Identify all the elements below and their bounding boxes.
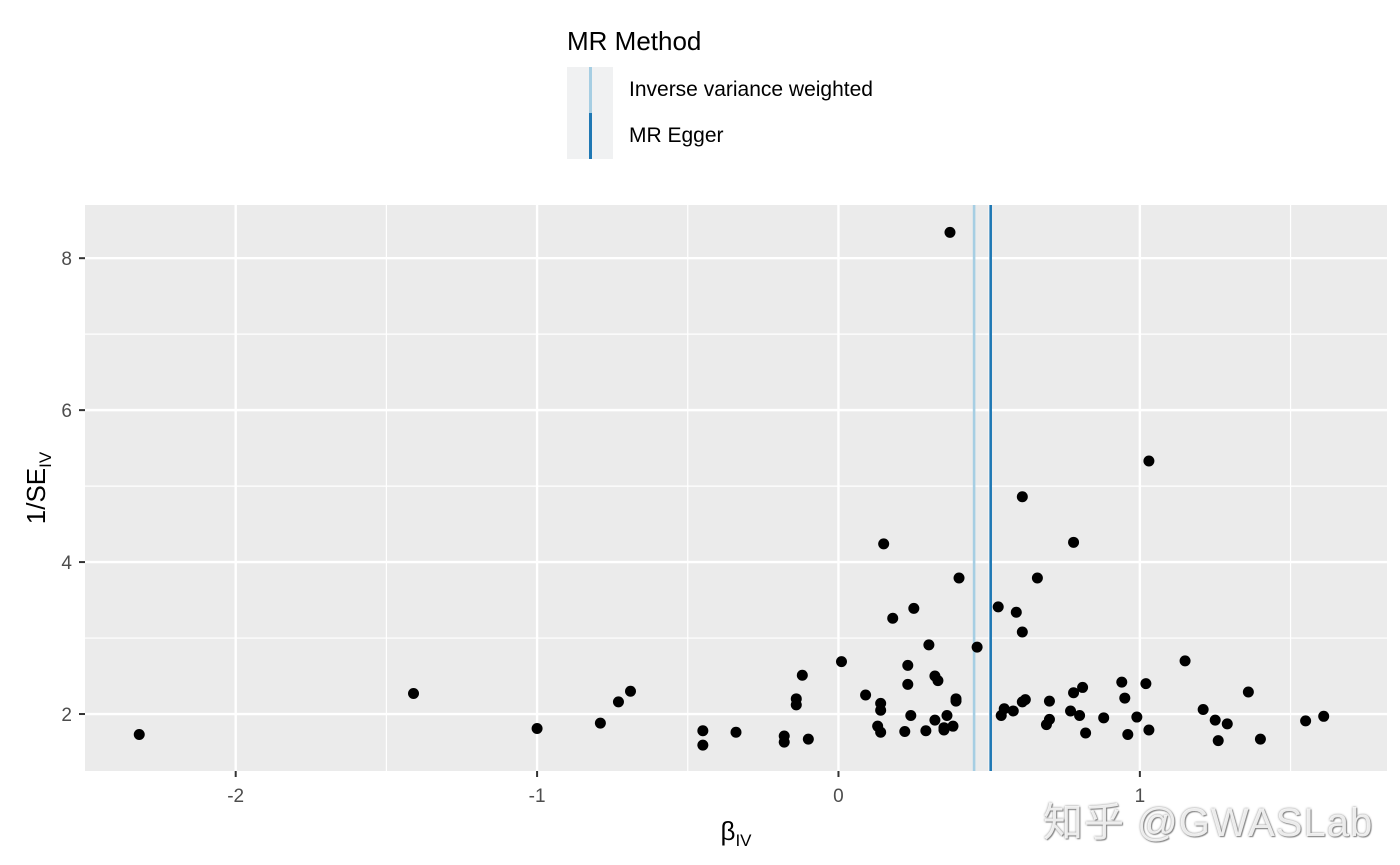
- x-tick-label: -1: [529, 786, 546, 807]
- data-point: [1179, 655, 1191, 667]
- data-point: [1318, 710, 1330, 722]
- data-point: [905, 710, 917, 722]
- data-point: [1143, 724, 1155, 736]
- data-point: [1254, 733, 1266, 745]
- data-point: [1016, 626, 1028, 638]
- data-point: [1140, 678, 1152, 690]
- x-tick-label: 0: [833, 786, 844, 807]
- y-tick-label: 6: [61, 401, 72, 422]
- data-point: [932, 675, 944, 687]
- data-point: [778, 736, 790, 748]
- data-point: [1043, 695, 1055, 707]
- data-point: [594, 717, 606, 729]
- y-tick-label: 8: [61, 249, 72, 270]
- data-point: [625, 685, 637, 697]
- data-point: [941, 710, 953, 722]
- data-point: [1010, 606, 1022, 618]
- data-point: [1221, 718, 1233, 730]
- data-point: [1068, 687, 1080, 699]
- legend: MR Method Inverse variance weighted MR E…: [567, 26, 873, 159]
- data-point: [929, 714, 941, 726]
- data-point: [875, 704, 887, 716]
- data-point: [953, 572, 965, 584]
- data-point: [902, 659, 914, 671]
- data-point: [697, 725, 709, 737]
- data-point: [899, 725, 911, 737]
- data-point: [1212, 735, 1224, 747]
- data-point: [697, 739, 709, 751]
- data-point: [950, 693, 962, 705]
- x-tick-label: -2: [227, 786, 244, 807]
- data-point: [1080, 727, 1092, 739]
- data-point: [612, 696, 624, 708]
- data-point: [944, 226, 956, 238]
- data-point: [920, 725, 932, 737]
- data-point: [860, 689, 872, 701]
- data-point: [1077, 681, 1089, 693]
- x-tick-label: 1: [1135, 786, 1146, 807]
- data-point: [875, 726, 887, 738]
- data-point: [1068, 536, 1080, 548]
- data-point: [878, 538, 890, 550]
- data-point: [1242, 686, 1254, 698]
- data-point: [1098, 712, 1110, 724]
- data-point: [1197, 703, 1209, 715]
- data-point: [938, 724, 950, 736]
- data-point: [887, 612, 899, 624]
- data-point: [902, 678, 914, 690]
- data-point: [923, 639, 935, 651]
- data-point: [133, 729, 145, 741]
- data-point: [1043, 713, 1055, 725]
- x-axis-title: βIV: [720, 816, 752, 850]
- data-point: [1119, 692, 1131, 704]
- data-point: [1300, 715, 1312, 727]
- legend-key-ivw: [567, 67, 613, 113]
- data-point: [1143, 455, 1155, 467]
- data-point: [1016, 491, 1028, 503]
- data-point: [1074, 710, 1086, 722]
- data-point: [1116, 676, 1128, 688]
- legend-line-mr-egger: [589, 113, 592, 159]
- data-point: [947, 720, 959, 732]
- data-point: [992, 601, 1004, 613]
- data-point: [730, 726, 742, 738]
- plot-panel: [85, 205, 1387, 771]
- legend-item-ivw: Inverse variance weighted: [567, 67, 873, 113]
- data-point: [998, 703, 1010, 715]
- data-point: [408, 688, 420, 700]
- data-point: [908, 602, 920, 614]
- data-point: [1019, 694, 1031, 706]
- watermark: 知乎 @GWASLab: [1043, 801, 1374, 845]
- y-tick-label: 2: [61, 705, 72, 726]
- data-point: [802, 733, 814, 745]
- legend-line-ivw: [589, 67, 592, 113]
- data-point: [796, 669, 808, 681]
- data-point: [1131, 711, 1143, 723]
- y-axis-title: 1/SEIV: [21, 451, 55, 524]
- data-point: [1065, 705, 1077, 717]
- data-point: [971, 641, 983, 653]
- data-point: [1031, 572, 1043, 584]
- legend-key-mr-egger: [567, 113, 613, 159]
- data-point: [1007, 705, 1019, 717]
- data-point: [531, 722, 543, 734]
- data-point: [1122, 729, 1134, 741]
- data-point: [1209, 714, 1221, 726]
- legend-title: MR Method: [567, 26, 702, 56]
- y-tick-label: 4: [61, 553, 72, 574]
- legend-label-mr-egger: MR Egger: [629, 124, 724, 147]
- data-point: [790, 693, 802, 705]
- legend-item-mr-egger: MR Egger: [567, 113, 873, 159]
- legend-label-ivw: Inverse variance weighted: [629, 78, 873, 101]
- data-point: [835, 656, 847, 668]
